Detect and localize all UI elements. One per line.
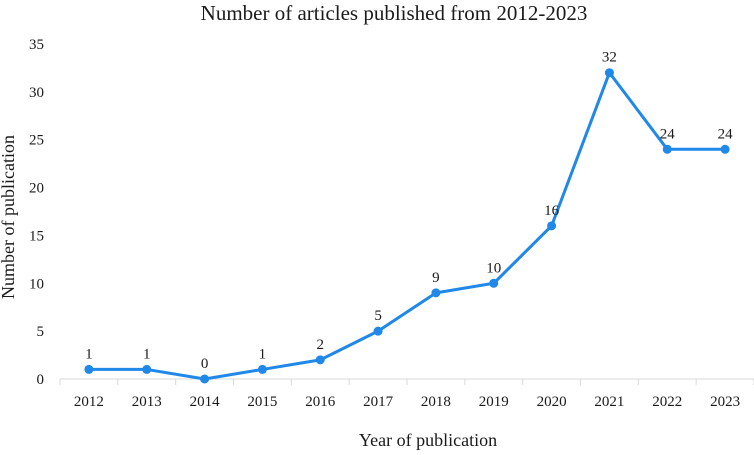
data-point	[257, 364, 267, 374]
y-axis-title: Number of publication	[0, 135, 18, 299]
series-line	[87, 71, 727, 381]
data-label: 0	[201, 356, 209, 372]
data-point	[547, 221, 557, 231]
data-label: 1	[143, 346, 151, 362]
x-tick-label: 2015	[247, 394, 277, 410]
x-tick-label: 2013	[132, 394, 162, 410]
data-point	[431, 288, 441, 298]
data-label: 16	[544, 203, 560, 219]
data-label: 1	[259, 346, 267, 362]
series-group	[84, 68, 730, 384]
x-axis-ticks: 2012 2013 2014 2015 2016 2017 2018 2019 2020 2021…	[59, 379, 754, 410]
data-label: 10	[486, 260, 501, 276]
y-tick-label: 10	[29, 276, 44, 292]
y-tick-label: 20	[29, 181, 44, 197]
data-point	[720, 144, 730, 154]
data-point	[662, 144, 672, 154]
y-tick-label: 30	[29, 85, 44, 101]
x-tick-label: 2021	[594, 394, 624, 410]
x-tick-label: 2020	[537, 394, 567, 410]
data-point	[373, 326, 383, 336]
y-tick-label: 15	[29, 228, 44, 244]
data-point	[200, 374, 210, 384]
y-axis-ticks: 0 5 10 15 20 25 30 35	[29, 37, 44, 388]
data-point	[142, 364, 152, 374]
y-tick-label: 0	[37, 372, 45, 388]
x-tick-label: 2018	[421, 394, 451, 410]
data-point	[84, 364, 94, 374]
x-axis-title: Year of publication	[359, 430, 497, 450]
y-tick-label: 35	[29, 37, 44, 53]
data-point	[604, 68, 614, 78]
data-point	[315, 355, 325, 365]
y-tick-label: 5	[37, 324, 45, 340]
data-label: 24	[718, 126, 734, 142]
x-tick-label: 2019	[479, 394, 509, 410]
data-label: 9	[432, 270, 440, 286]
x-tick-label: 2022	[652, 394, 682, 410]
data-label: 1	[85, 346, 93, 362]
data-label: 32	[602, 50, 617, 66]
y-tick-label: 25	[29, 133, 44, 149]
x-tick-label: 2017	[363, 394, 394, 410]
data-label: 2	[317, 337, 325, 353]
x-tick-label: 2016	[305, 394, 336, 410]
chart-title: Number of articles published from 2012-2…	[201, 1, 588, 25]
data-point	[489, 278, 499, 288]
x-tick-label: 2023	[710, 394, 740, 410]
data-label: 5	[374, 308, 382, 324]
x-tick-label: 2014	[190, 394, 221, 410]
data-label: 24	[660, 126, 676, 142]
x-tick-label: 2012	[74, 394, 104, 410]
